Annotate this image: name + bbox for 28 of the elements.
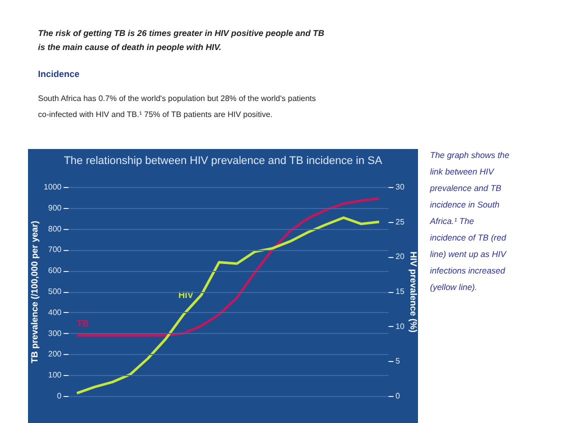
text: The graph shows the link between HIV prevalence and TB incidence in South Africa.¹ The incidence of TB (red line) went up as HIV infections increased (yellow line). xyxy=(430,150,510,292)
line-series xyxy=(76,197,380,337)
y-tick-label: 0 xyxy=(57,392,62,400)
y-tick-label: 900 xyxy=(48,203,62,212)
y2-tick-label: 15 xyxy=(396,287,405,296)
y-tick-label: 600 xyxy=(48,266,62,276)
y2-axis-title: HIV prevalence (%) xyxy=(408,251,418,333)
y-tick-label: 800 xyxy=(48,224,62,234)
y2-tick-label: 0 xyxy=(396,392,400,400)
series-label: TB xyxy=(76,318,90,328)
y-tick-label: 200 xyxy=(48,350,62,359)
y2-tick-label: 20 xyxy=(396,252,405,262)
y-tick-label: 500 xyxy=(48,287,62,296)
text: Incidence xyxy=(38,69,80,79)
y-tick-label: 300 xyxy=(48,328,62,338)
y2-tick-label: 25 xyxy=(396,217,405,226)
text: The risk of getting TB is 26 times greater in HIV positive people and TB is the main cause of death in people with HIV. xyxy=(38,28,324,52)
y2-tick-label: 10 xyxy=(396,322,405,331)
chart-title: The relationship between HIV prevalence and TB incidence in SA xyxy=(64,155,383,167)
y2-tick-label: 30 xyxy=(396,182,405,192)
y-tick-label: 1000 xyxy=(44,182,62,192)
text: South Africa has 0.7% of the world's population but 28% of the world's patients co-infected with HIV and TB.¹ 75% of TB patients are HIV positive. xyxy=(38,94,316,119)
y2-tick-label: 5 xyxy=(396,356,400,366)
y-axis-title: TB prevalence (/100,000 per year) xyxy=(30,220,40,364)
line-series xyxy=(76,216,380,394)
y-tick-label: 700 xyxy=(48,245,62,254)
y-tick-label: 100 xyxy=(48,370,62,380)
y-tick-label: 400 xyxy=(48,308,62,317)
